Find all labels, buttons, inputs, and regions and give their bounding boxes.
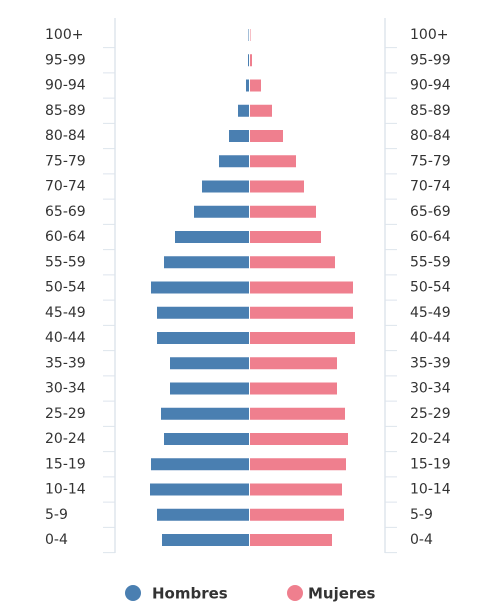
row-label: 0-4 <box>410 532 433 548</box>
bar <box>170 357 249 370</box>
bar <box>250 534 332 546</box>
bar <box>250 382 337 395</box>
bar <box>150 483 249 496</box>
bar <box>229 130 249 142</box>
bar <box>250 357 337 370</box>
legend-label: Hombres <box>152 585 228 603</box>
legend-swatch <box>125 585 141 601</box>
row-label: 5-9 <box>410 507 433 523</box>
bar <box>250 231 321 243</box>
row-label: 25-29 <box>45 406 86 422</box>
row-label: 55-59 <box>410 254 451 270</box>
bar <box>164 256 249 269</box>
bar <box>250 155 296 168</box>
legend-label: Mujeres <box>308 585 375 603</box>
row-label: 60-64 <box>45 229 86 245</box>
row-label: 35-39 <box>410 355 451 371</box>
row-label: 80-84 <box>45 128 86 144</box>
row-label: 20-24 <box>410 431 451 447</box>
row-label: 15-19 <box>45 456 86 472</box>
bar <box>250 104 272 117</box>
row-label: 100+ <box>45 27 83 43</box>
row-label: 100+ <box>410 27 448 43</box>
bar <box>238 104 249 117</box>
bar <box>250 79 261 92</box>
bar <box>250 29 251 41</box>
row-label: 65-69 <box>45 204 86 220</box>
bar <box>250 483 342 496</box>
row-label: 65-69 <box>410 204 451 220</box>
bar <box>175 231 249 243</box>
row-label: 90-94 <box>45 78 86 94</box>
row-label: 85-89 <box>45 103 86 119</box>
bar <box>250 508 344 521</box>
row-label: 0-4 <box>45 532 68 548</box>
row-label: 75-79 <box>45 153 86 169</box>
bar <box>162 534 249 546</box>
row-label: 35-39 <box>45 355 86 371</box>
row-label: 70-74 <box>410 179 451 195</box>
row-label: 25-29 <box>410 406 451 422</box>
row-label: 40-44 <box>410 330 451 346</box>
bar <box>248 29 249 41</box>
row-label: 20-24 <box>45 431 86 447</box>
bar <box>202 180 249 193</box>
bar <box>250 332 355 344</box>
row-label: 95-99 <box>410 52 451 68</box>
row-label: 55-59 <box>45 254 86 270</box>
row-label: 10-14 <box>45 482 86 498</box>
row-label: 45-49 <box>410 305 451 321</box>
legend-swatch <box>287 585 303 601</box>
bar <box>151 281 249 294</box>
bar <box>250 130 283 142</box>
row-label: 80-84 <box>410 128 451 144</box>
row-label: 50-54 <box>45 280 86 296</box>
bar <box>250 180 304 193</box>
row-label: 40-44 <box>45 330 86 346</box>
bar <box>157 332 249 344</box>
bar <box>250 433 348 445</box>
bar <box>250 458 346 471</box>
row-label: 75-79 <box>410 153 451 169</box>
row-label: 15-19 <box>410 456 451 472</box>
row-label: 10-14 <box>410 482 451 498</box>
bar <box>164 433 249 445</box>
row-label: 50-54 <box>410 280 451 296</box>
row-label: 95-99 <box>45 52 86 68</box>
bar <box>250 281 353 294</box>
bar <box>157 508 249 521</box>
row-label: 85-89 <box>410 103 451 119</box>
bar <box>250 306 353 319</box>
row-label: 45-49 <box>45 305 86 321</box>
bar <box>219 155 249 168</box>
row-label: 30-34 <box>45 381 86 397</box>
row-label: 90-94 <box>410 78 451 94</box>
bar <box>248 54 249 67</box>
row-label: 70-74 <box>45 179 86 195</box>
bar <box>194 205 249 218</box>
row-label: 60-64 <box>410 229 451 245</box>
row-label: 5-9 <box>45 507 68 523</box>
bar <box>250 407 345 420</box>
bar <box>250 205 316 218</box>
bar <box>161 407 249 420</box>
bar <box>250 54 252 67</box>
bar <box>250 256 335 269</box>
bar <box>151 458 249 471</box>
bar <box>170 382 249 395</box>
bar <box>246 79 249 92</box>
bar <box>157 306 249 319</box>
row-label: 30-34 <box>410 381 451 397</box>
